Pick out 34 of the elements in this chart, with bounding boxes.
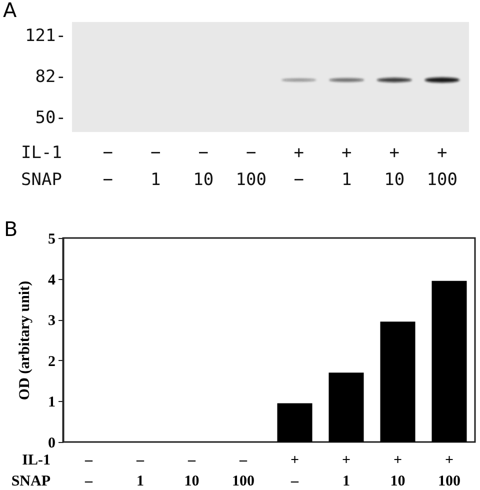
x-tick-label: + 100 [438,452,460,490]
x-tick-label: – 100 [232,452,254,490]
text: A [3,0,17,22]
y-tick-label: 0 [48,436,56,452]
y-tick-label: 3 [48,313,56,330]
category-label: + − [294,143,304,190]
y-axis-title: OD (arbitary unit) [17,280,33,400]
x-axis-title: IL-1 SNAP [11,452,50,490]
y-tick-label: 2 [48,354,56,370]
bar [380,322,416,442]
x-tick-label: + – [290,452,300,490]
text: 50- [35,108,66,128]
category-label: + 100 [426,143,458,190]
text: 121- [25,26,66,46]
x-tick-label: – – [84,452,93,490]
y-tick-label: 4 [48,272,56,288]
text: 82- [35,67,66,87]
x-tick-label: + 1 [342,452,351,490]
y-tick-label: 5 [48,232,56,248]
chart-title: B [4,217,18,241]
category-label: + 10 [384,143,405,190]
bar [277,403,312,442]
x-tick-label: – 1 [136,452,144,490]
category-label: − 100 [236,143,266,190]
x-tick-label: – 10 [184,452,200,490]
category-label: + 1 [342,143,352,190]
x-tick-label: + 10 [390,452,406,490]
category-label: − 1 [150,143,161,190]
bar [328,372,364,442]
category-label: − 10 [193,143,214,190]
category-label: − − [102,143,113,190]
text: IL-1 SNAP [21,143,62,190]
y-tick-label: 1 [48,394,56,411]
bar [432,280,467,442]
